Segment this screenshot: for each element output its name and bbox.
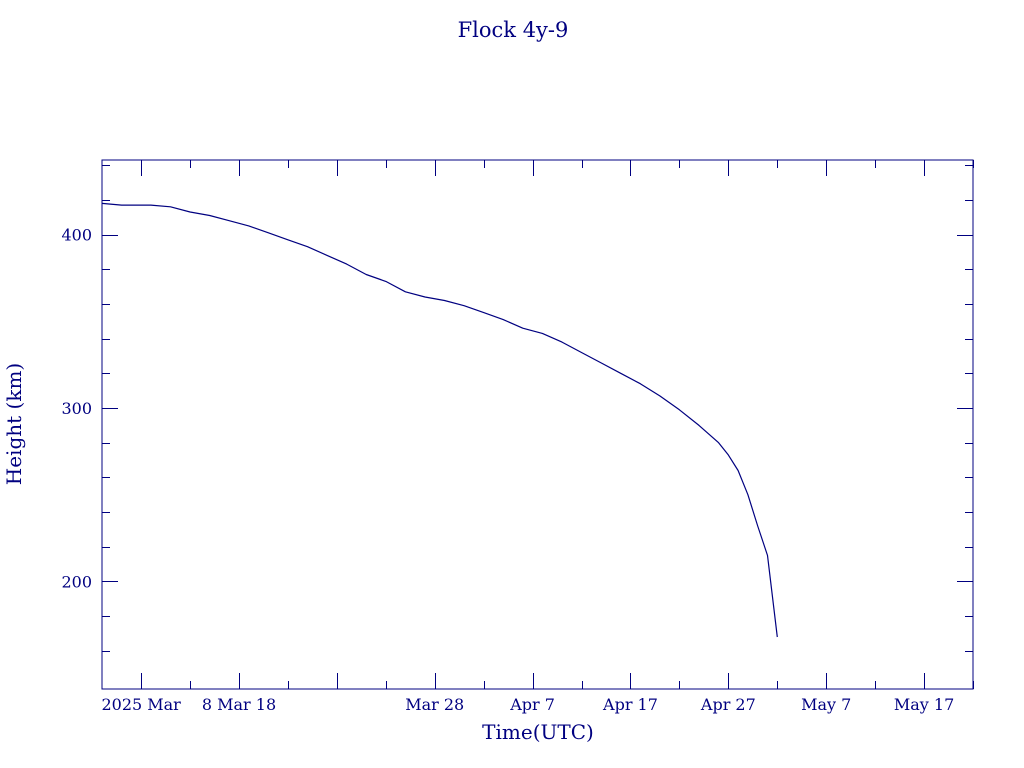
x-tick-label: Apr 17 — [602, 695, 658, 714]
series-layer — [101, 202, 778, 638]
y-tick-label: 400 — [61, 226, 92, 245]
x-axis-label: Time(UTC) — [482, 720, 594, 744]
plot-frame — [101, 159, 974, 690]
x-tick-label: Apr 27 — [700, 695, 756, 714]
y-tick-label: 300 — [61, 399, 92, 418]
y-axis-label: Height (km) — [2, 363, 26, 485]
x-axis-ticks — [141, 160, 974, 689]
chart-title: Flock 4y-9 — [458, 18, 569, 42]
x-axis-tick-labels: 2025 Mar 8 Mar 18 Mar 28 Apr 7 Apr 17 Apr 27 M… — [101, 695, 954, 714]
x-tick-label: 8 Mar 18 — [202, 695, 276, 714]
x-tick-label: Apr 7 — [509, 695, 555, 714]
y-axis-tick-labels: 200 300 400 — [61, 226, 92, 592]
x-tick-label: May 17 — [894, 695, 954, 714]
y-tick-label: 200 — [61, 572, 92, 591]
y-axis-ticks — [102, 165, 973, 652]
x-tick-label: May 7 — [801, 695, 851, 714]
x-tick-label: 2025 Mar — [101, 695, 181, 714]
height-series-line — [101, 202, 778, 638]
x-tick-label: Mar 28 — [405, 695, 464, 714]
